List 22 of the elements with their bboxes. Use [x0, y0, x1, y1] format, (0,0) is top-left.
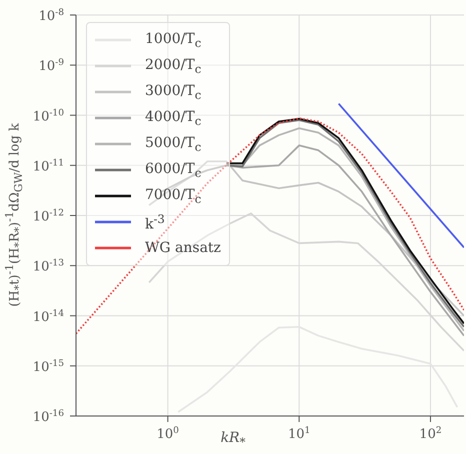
legend-label: 3000/T$_{c}$ — [145, 82, 202, 102]
legend-label: WG ansatz — [145, 240, 221, 256]
x-tick-label: 10$^{1}$ — [288, 426, 310, 442]
legend-label: 7000/T$_{c}$ — [145, 186, 202, 206]
y-tick-label: 10$^{-14}$ — [32, 308, 64, 325]
y-tick-label: 10$^{-9}$ — [38, 58, 64, 74]
x-tick-label: 10$^{0}$ — [156, 426, 180, 442]
y-tick-label: 10$^{-10}$ — [32, 108, 64, 124]
legend-label: 6000/T$_{c}$ — [145, 160, 202, 180]
x-tick-label: 10$^{2}$ — [419, 426, 442, 442]
y-tick-label: 10$^{-16}$ — [32, 409, 64, 425]
y-tick-label: 10$^{-13}$ — [32, 258, 64, 275]
y-tick-label: 10$^{-15}$ — [32, 358, 64, 375]
legend-label: 5000/T$_{c}$ — [145, 134, 202, 154]
legend-label: 2000/T$_{c}$ — [145, 56, 202, 76]
y-tick-label: 10$^{-8}$ — [38, 8, 64, 24]
x-axis-title: kR$_{*}$ — [220, 430, 246, 449]
y-tick-label: 10$^{-12}$ — [32, 208, 64, 224]
y-tick-label: 10$^{-11}$ — [32, 158, 64, 174]
legend-label: 1000/T$_{c}$ — [145, 30, 202, 50]
legend-label: 4000/T$_{c}$ — [145, 108, 202, 128]
legend-label: k$^{-3}$ — [145, 212, 165, 232]
